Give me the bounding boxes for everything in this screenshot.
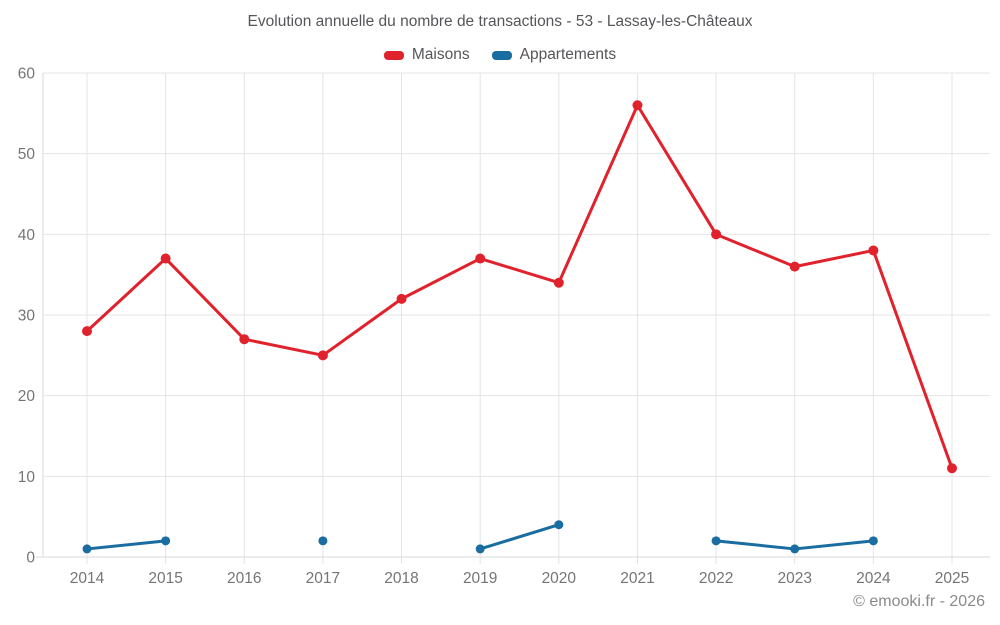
svg-text:50: 50	[18, 146, 36, 163]
svg-text:10: 10	[18, 469, 36, 486]
copyright-watermark: © emooki.fr - 2026	[853, 593, 985, 610]
svg-text:40: 40	[18, 227, 36, 244]
svg-text:2021: 2021	[620, 570, 654, 587]
svg-text:2016: 2016	[227, 570, 261, 587]
svg-text:2015: 2015	[148, 570, 182, 587]
maisons-legend-swatch	[383, 50, 404, 60]
chart-title: Evolution annuelle du nombre de transact…	[247, 13, 753, 30]
svg-text:2020: 2020	[542, 570, 577, 587]
appartements-legend-swatch	[491, 50, 512, 60]
svg-text:20: 20	[18, 388, 36, 405]
legend-item-maisons[interactable]: Maisons	[383, 46, 470, 64]
svg-text:2024: 2024	[856, 570, 891, 587]
svg-text:0: 0	[26, 550, 35, 567]
svg-text:2023: 2023	[777, 570, 811, 587]
legend-item-appartements[interactable]: Appartements	[491, 46, 617, 64]
svg-text:2017: 2017	[306, 570, 340, 587]
svg-text:2018: 2018	[384, 570, 418, 587]
svg-text:2019: 2019	[463, 570, 497, 587]
chart-legend: Maisons Appartements	[0, 45, 1000, 65]
appartements-legend-label: Appartements	[519, 46, 617, 63]
svg-text:2022: 2022	[699, 570, 733, 587]
svg-text:60: 60	[18, 66, 36, 83]
svg-text:30: 30	[18, 308, 36, 325]
svg-text:2025: 2025	[935, 570, 969, 587]
maisons-legend-label: Maisons	[411, 46, 470, 63]
svg-text:2014: 2014	[70, 570, 105, 587]
